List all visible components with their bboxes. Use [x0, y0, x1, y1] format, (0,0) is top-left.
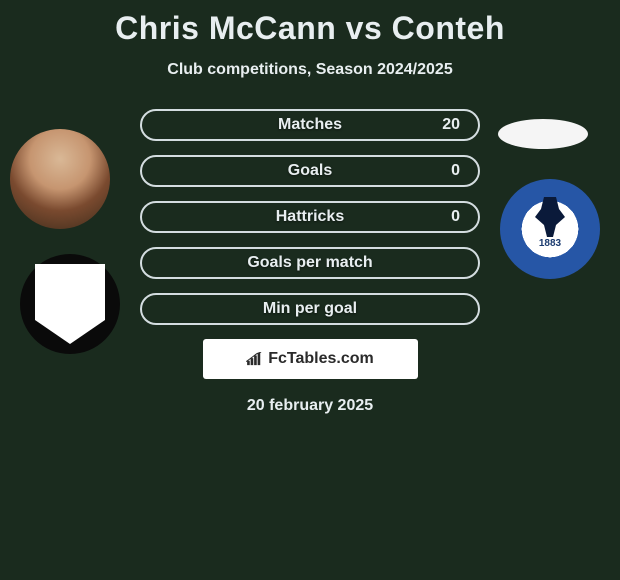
- stat-label: Hattricks: [276, 208, 344, 226]
- comparison-subtitle: Club competitions, Season 2024/2025: [0, 61, 620, 79]
- player-left-avatar: [10, 129, 110, 229]
- club-left-badge: [20, 254, 120, 354]
- stat-row-goals: Goals 0: [140, 155, 480, 187]
- stats-list: Matches 20 Goals 0 Hattricks 0 Goals per…: [140, 109, 480, 325]
- stat-value: 0: [451, 208, 460, 226]
- stat-row-matches: Matches 20: [140, 109, 480, 141]
- club-right-pirate-icon: [535, 197, 565, 237]
- stat-row-hattricks: Hattricks 0: [140, 201, 480, 233]
- stat-label: Goals: [288, 162, 332, 180]
- content-area: 1883 Matches 20 Goals 0 Hattricks 0 Goal…: [0, 109, 620, 415]
- stat-label: Goals per match: [247, 254, 372, 272]
- comparison-date: 20 february 2025: [0, 397, 620, 415]
- club-right-year: 1883: [539, 238, 561, 249]
- branding-text: FcTables.com: [268, 350, 374, 368]
- stat-value: 0: [451, 162, 460, 180]
- club-left-shield-icon: [35, 264, 105, 344]
- stat-row-goals-per-match: Goals per match: [140, 247, 480, 279]
- stat-value: 20: [442, 116, 460, 134]
- branding-banner[interactable]: FcTables.com: [203, 339, 418, 379]
- club-right-badge: 1883: [500, 179, 600, 279]
- chart-bar-icon: [246, 352, 264, 366]
- comparison-title: Chris McCann vs Conteh: [0, 0, 620, 47]
- stat-row-min-per-goal: Min per goal: [140, 293, 480, 325]
- player-right-avatar: [498, 119, 588, 149]
- stat-label: Matches: [278, 116, 342, 134]
- stat-label: Min per goal: [263, 300, 357, 318]
